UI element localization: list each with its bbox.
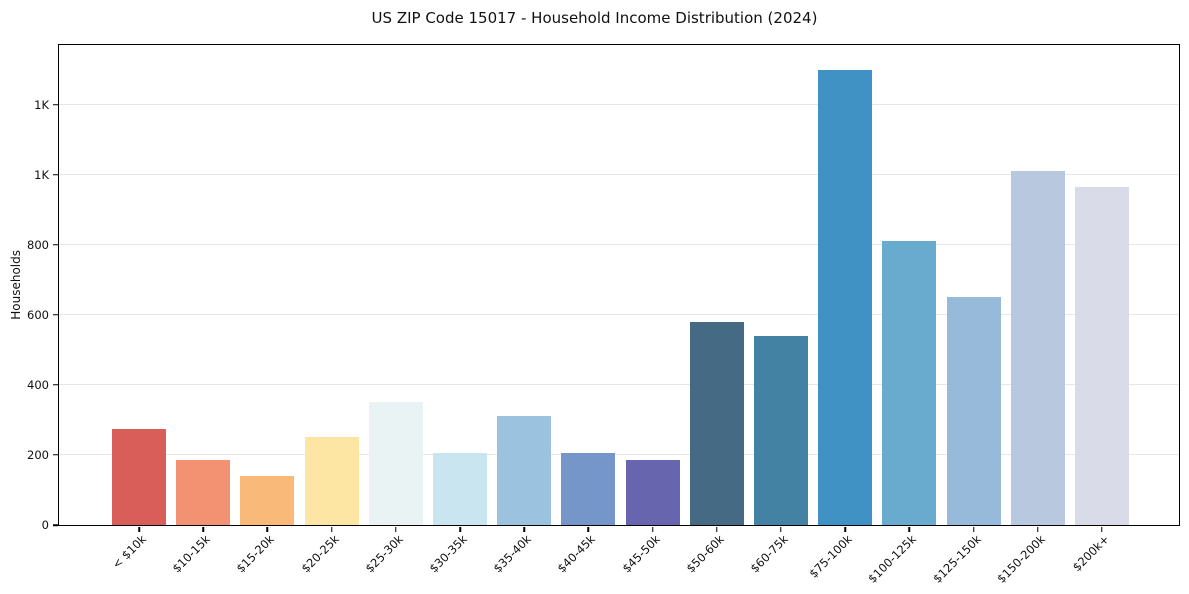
- x-tick-mark-7: [587, 527, 590, 532]
- x-tick-label-1: $10-15k: [169, 532, 214, 576]
- x-tick-label-4: $25-30k: [362, 532, 406, 576]
- y-tick-label-400: 400: [27, 377, 49, 392]
- bar-3: [304, 437, 359, 525]
- bar-4: [368, 402, 423, 525]
- x-tick-label-9: $50-60k: [683, 532, 727, 576]
- gridlines: [59, 45, 1179, 525]
- gridline-600: [59, 313, 1179, 315]
- gridline-400: [59, 383, 1179, 385]
- y-tick-label-200: 200: [27, 447, 49, 462]
- x-tick-label-5: $30-35k: [426, 532, 470, 576]
- y-tick-mark-1200: [53, 103, 58, 106]
- y-tick-mark-200: [53, 454, 58, 456]
- bar-14: [1010, 171, 1065, 525]
- x-tick-label-15: $200k+: [1069, 532, 1112, 575]
- x-tick-label-13: $125-150k: [929, 532, 984, 586]
- x-tick-marks: [107, 45, 1134, 532]
- x-tick-mark-0: [138, 527, 140, 532]
- x-tick-label-12: $100-125k: [865, 532, 920, 586]
- y-tick-label-800: 800: [27, 237, 49, 252]
- y-tick-mark-1000: [53, 173, 58, 176]
- bars-region: [107, 45, 1134, 525]
- y-tick-label-1200: 1K: [34, 97, 49, 112]
- y-tick-mark-0: [53, 524, 58, 526]
- x-tick-mark-9: [716, 527, 718, 532]
- x-tick-mark-6: [523, 527, 525, 532]
- bar-13: [946, 297, 1001, 525]
- x-tick-label-0: < $10k: [109, 532, 149, 572]
- x-tick-mark-12: [908, 527, 911, 532]
- y-tick-mark-400: [53, 384, 58, 386]
- bar-8: [625, 460, 680, 525]
- bar-0: [112, 428, 167, 525]
- bar-1: [176, 460, 231, 525]
- x-tick-label-7: $40-45k: [554, 532, 599, 576]
- x-tick-mark-1: [202, 527, 205, 532]
- x-tick-mark-8: [651, 527, 654, 532]
- gridline-1000: [59, 173, 1179, 175]
- y-tick-label-1000: 1K: [34, 167, 49, 182]
- x-tick-label-2: $15-20k: [233, 532, 278, 576]
- bar-5: [433, 453, 488, 525]
- gridline-200: [59, 453, 1179, 455]
- bar-12: [882, 241, 937, 525]
- bar-9: [689, 321, 744, 525]
- x-axis: < $10k $10-15k $15-20k $20-25k $25-30k $30-35…: [107, 532, 1134, 594]
- y-axis: 0 200 400 600 800 1K 1K: [3, 45, 59, 532]
- x-tick-label-8: $45-50k: [619, 532, 663, 576]
- x-tick-label-14: $150-200k: [993, 532, 1048, 586]
- bar-7: [561, 453, 616, 525]
- x-tick-mark-15: [1101, 527, 1103, 532]
- x-tick-mark-4: [395, 527, 397, 532]
- y-tick-label-0: 0: [41, 518, 49, 532]
- x-tick-label-11: $75-100k: [806, 532, 856, 581]
- y-tick-mark-800: [53, 243, 58, 246]
- x-tick-mark-2: [266, 527, 269, 532]
- x-tick-label-6: $35-40k: [490, 532, 535, 576]
- chart-title: US ZIP Code 15017 - Household Income Dis…: [371, 9, 818, 27]
- bar-11: [818, 69, 873, 525]
- x-tick-label-10: $60-75k: [747, 532, 791, 576]
- x-tick-mark-5: [459, 527, 461, 532]
- bar-6: [497, 416, 552, 525]
- x-tick-mark-13: [972, 527, 975, 532]
- bar-15: [1074, 186, 1129, 525]
- plot-area: 0 200 400 600 800 1K 1K < $10k $10-15k $15-20k $2…: [27, 44, 1180, 586]
- y-tick-label-600: 600: [27, 307, 49, 322]
- bar-2: [240, 475, 295, 525]
- x-tick-mark-10: [780, 527, 782, 532]
- y-tick-mark-600: [53, 314, 58, 316]
- bar-10: [753, 335, 808, 525]
- x-tick-label-3: $20-25k: [298, 532, 342, 576]
- gridline-800: [59, 243, 1179, 245]
- x-tick-mark-3: [330, 527, 333, 532]
- x-tick-mark-14: [1036, 527, 1039, 532]
- gridline-1200: [59, 103, 1179, 105]
- x-tick-mark-11: [844, 527, 846, 532]
